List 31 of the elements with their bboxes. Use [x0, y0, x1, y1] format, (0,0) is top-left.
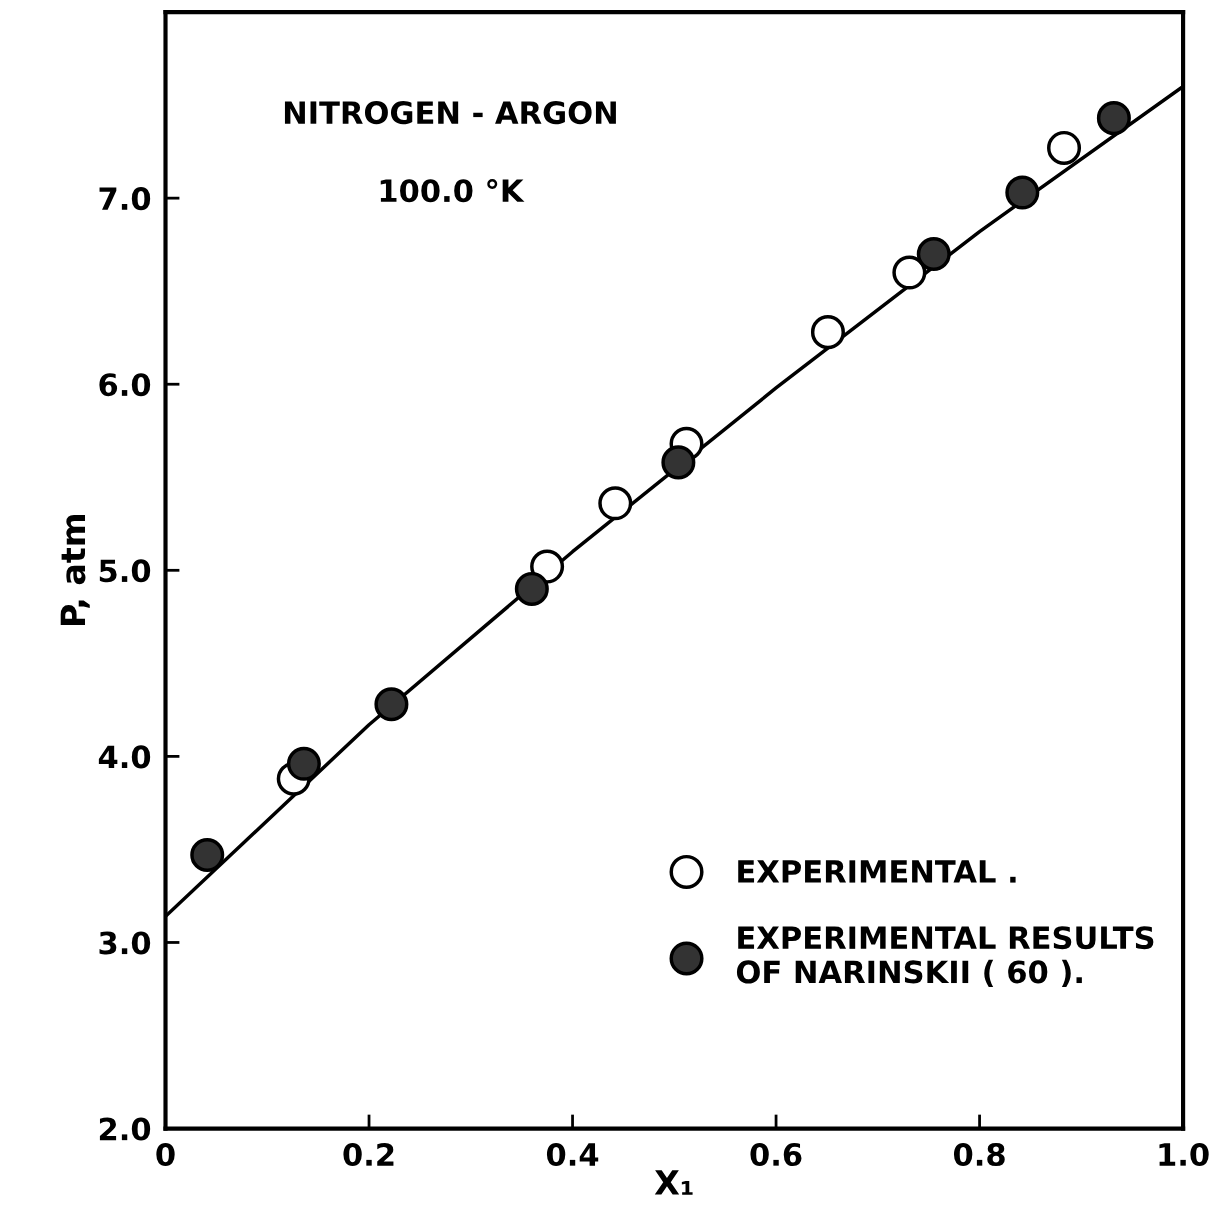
x-tick-label: 0	[156, 1142, 175, 1167]
x-tick-label: 0.2	[343, 1142, 394, 1167]
y-tick-label: 2.0	[99, 1117, 151, 1141]
y-tick-label: 5.0	[99, 559, 151, 583]
y-tick-label: 3.0	[99, 931, 151, 955]
point	[1096, 101, 1131, 136]
x-tick-label: 0.8	[953, 1142, 1005, 1167]
y-tick-label: 4.0	[98, 745, 151, 769]
point	[1005, 175, 1040, 210]
point	[190, 837, 225, 873]
point	[514, 571, 549, 606]
point	[374, 687, 409, 722]
point	[661, 445, 696, 480]
point	[892, 255, 927, 290]
x-tick-label: 1.0	[1159, 1142, 1209, 1167]
point	[810, 315, 845, 350]
x-tick-label: 0.4	[546, 1142, 599, 1167]
legend-label: EXPERIMENTAL .	[738, 860, 1016, 883]
y-tick-label: 7.0	[99, 187, 151, 211]
point	[286, 746, 321, 781]
x-axis-title: X₁	[654, 1170, 693, 1195]
point	[530, 549, 565, 584]
point	[916, 236, 951, 271]
y-tick-label: 6.0	[99, 373, 151, 397]
x-tick-label: 0.6	[750, 1142, 802, 1167]
point	[598, 486, 633, 521]
annotation: NITROGEN - ARGON	[284, 101, 616, 125]
point	[1047, 130, 1082, 165]
legend-label: EXPERIMENTAL RESULTS OF NARINSKII ( 60 ).	[736, 926, 1154, 988]
y-axis-title: P, atm	[60, 515, 90, 626]
annotation: 100.0 °K	[380, 178, 525, 203]
